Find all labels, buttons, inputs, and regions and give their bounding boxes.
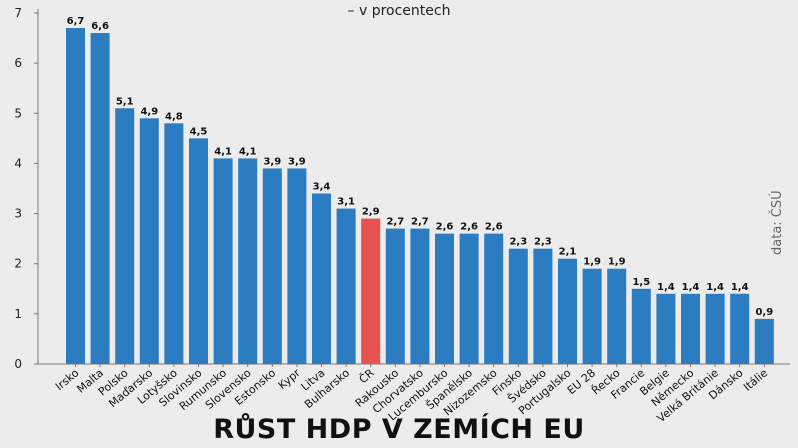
y-tick-label: 4: [14, 156, 22, 170]
bar-value-label: 1,9: [583, 257, 601, 268]
bar: [631, 288, 651, 364]
bar-value-label: 4,8: [165, 111, 183, 122]
bar: [730, 293, 750, 364]
bar: [410, 228, 430, 364]
bar-value-label: 1,4: [682, 282, 700, 293]
bar: [115, 108, 135, 365]
bar-value-label: 6,6: [91, 21, 109, 32]
category-label: Itálie: [741, 366, 770, 394]
y-tick-label: 0: [14, 357, 22, 371]
y-tick-label: 1: [14, 307, 22, 321]
bar-value-label: 1,9: [608, 257, 626, 268]
bar-value-label: 4,9: [140, 106, 158, 117]
bar-value-label: 4,1: [214, 146, 232, 157]
bar-value-label: 1,4: [706, 282, 724, 293]
bar-value-label: 5,1: [116, 96, 134, 107]
bar-value-label: 1,4: [657, 282, 675, 293]
bar: [656, 293, 676, 364]
y-tick-label: 6: [14, 56, 22, 70]
bar-value-label: 6,7: [67, 16, 85, 27]
bar: [361, 218, 381, 364]
bar-value-label: 2,9: [362, 207, 380, 218]
bar: [90, 33, 110, 365]
bar-value-label: 2,7: [411, 217, 429, 228]
bar: [582, 268, 602, 364]
bar: [139, 118, 159, 364]
bar: [558, 258, 577, 364]
bar: [213, 158, 233, 364]
bar: [287, 168, 307, 364]
bar: [312, 193, 331, 364]
bar: [459, 233, 479, 364]
bar: [435, 233, 454, 364]
bar: [607, 268, 627, 364]
bar: [262, 168, 282, 364]
bar-value-label: 2,3: [509, 237, 527, 248]
bar: [533, 248, 553, 364]
bar-value-label: 0,9: [755, 307, 773, 318]
bar: [336, 208, 356, 364]
bar: [484, 233, 504, 364]
y-tick-label: 2: [14, 257, 22, 271]
category-label: Kypr: [276, 366, 303, 392]
bar-value-label: 2,1: [559, 247, 577, 258]
bar: [238, 158, 258, 364]
bar: [164, 123, 184, 364]
bar-value-label: 2,6: [460, 222, 478, 233]
bar: [385, 228, 405, 364]
bar: [754, 318, 774, 364]
y-tick-label: 5: [14, 106, 22, 120]
bar: [681, 293, 700, 364]
bar-value-label: 1,5: [632, 277, 650, 288]
bar-value-label: 3,9: [263, 156, 281, 167]
y-tick-label: 3: [14, 207, 22, 221]
bar-value-label: 4,5: [190, 126, 208, 137]
bar: [66, 28, 85, 365]
chart-title: RŮST HDP V ZEMÍCH EU: [213, 414, 585, 445]
y-tick-label: 7: [14, 6, 22, 20]
bar-value-label: 2,3: [534, 237, 552, 248]
chart-subtitle: – v procentech: [347, 3, 451, 19]
bar-value-label: 3,1: [337, 197, 355, 208]
data-source: data: ČSÚ: [770, 190, 785, 255]
bar-value-label: 2,6: [485, 222, 503, 233]
bar-value-label: 3,9: [288, 156, 306, 167]
bar: [705, 293, 725, 364]
bar: [189, 138, 208, 364]
bar-value-label: 2,6: [436, 222, 454, 233]
bar-value-label: 3,4: [313, 182, 331, 193]
bar: [508, 248, 528, 364]
bar-value-label: 2,7: [386, 217, 404, 228]
bar-value-label: 4,1: [239, 146, 257, 157]
bar-value-label: 1,4: [731, 282, 749, 293]
